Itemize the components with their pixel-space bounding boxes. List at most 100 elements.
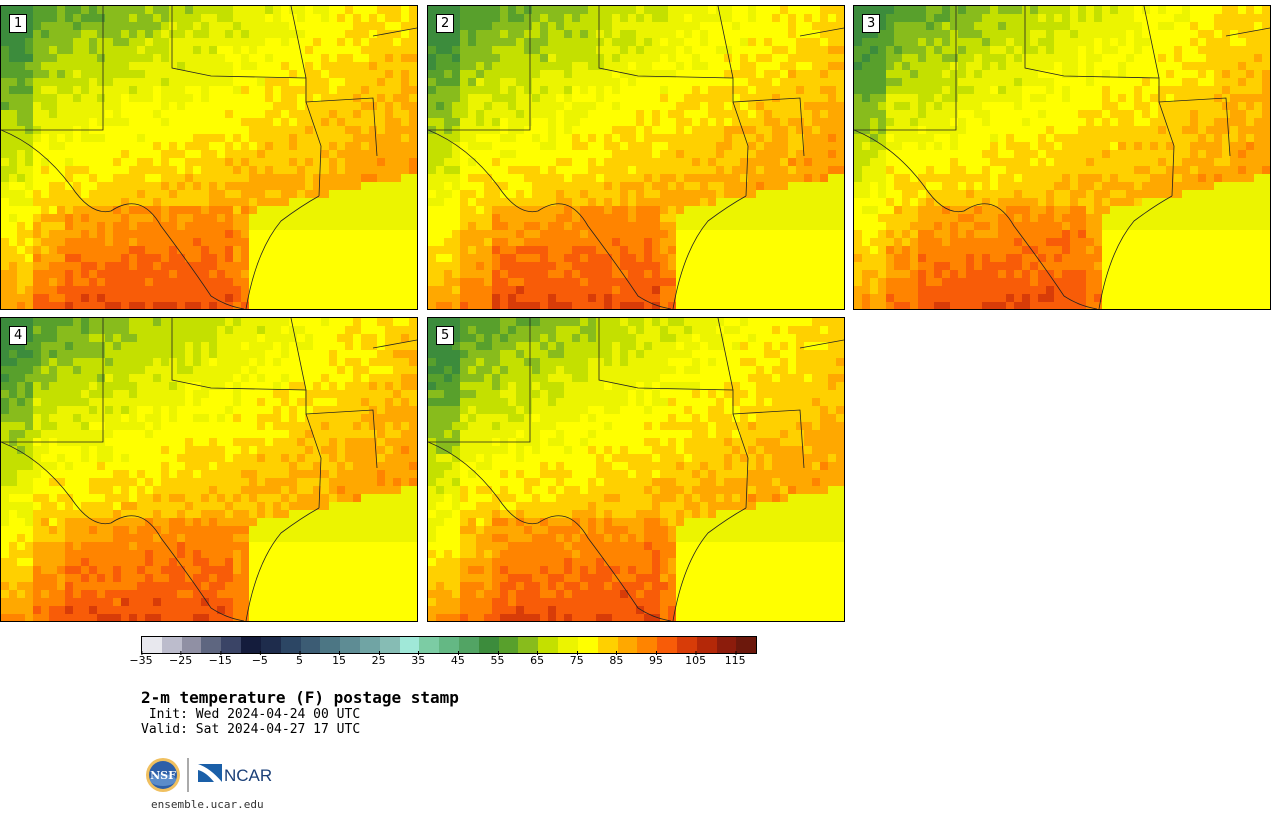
colorbar-segment	[399, 637, 420, 653]
boundary-line	[854, 129, 1098, 309]
boundary-line	[1, 6, 104, 131]
ensemble-member-map-5: 5	[427, 317, 845, 622]
temperature-field	[428, 6, 844, 309]
boundary-line	[1225, 27, 1270, 37]
boundary-line	[799, 27, 844, 37]
boundary-line	[1143, 6, 1160, 79]
colorbar-segment	[241, 637, 261, 653]
colorbar-segment	[260, 637, 281, 653]
boundary-line	[1, 129, 245, 309]
nsf-logo: NSF	[146, 758, 180, 792]
boundary-line	[1, 441, 245, 621]
member-label: 4	[9, 326, 28, 345]
colorbar-tick-label: 55	[490, 651, 505, 667]
boundary-line	[428, 441, 672, 621]
boundary-line	[290, 6, 307, 79]
member-label: 3	[862, 14, 881, 33]
colorbar-tick-label: 115	[724, 651, 746, 667]
colorbar-segment	[597, 637, 618, 653]
temperature-colorbar	[141, 636, 757, 654]
boundary-line	[672, 507, 747, 621]
colorbar-segment	[657, 637, 677, 653]
boundary-line	[1158, 101, 1175, 197]
colorbar-segment	[419, 637, 440, 653]
colorbar-segment	[142, 637, 162, 653]
colorbar-segment	[577, 637, 598, 653]
ncar-logo-text: NCAR	[224, 766, 272, 785]
colorbar-segment	[300, 637, 321, 653]
colorbar-segment	[181, 637, 202, 653]
boundary-line	[245, 507, 320, 621]
boundary-line	[372, 27, 417, 37]
boundary-line	[290, 318, 307, 391]
temperature-field	[1, 6, 417, 309]
colorbar-segment	[617, 637, 638, 653]
ensemble-member-map-4: 4	[0, 317, 418, 622]
boundary-line	[245, 195, 320, 309]
boundary-line	[732, 101, 749, 197]
colorbar-segment	[696, 637, 717, 653]
nsf-logo-text: NSF	[150, 769, 176, 782]
boundary-line	[799, 339, 844, 349]
colorbar-tick-label: −35	[129, 651, 153, 667]
colorbar-ticks: −35 −25 −15 −5 5 15 25 35 45 55 65 75 85 95 105 115	[129, 651, 755, 674]
colorbar-segment	[538, 637, 559, 653]
colorbar-segment	[498, 637, 519, 653]
boundary-line	[428, 318, 531, 443]
ncar-logo: NCAR	[198, 764, 272, 785]
colorbar-tick-label: −25	[169, 651, 193, 667]
colorbar-segment	[379, 637, 400, 653]
boundary-line	[305, 101, 322, 197]
colorbar-segment	[716, 637, 737, 653]
colorbar-segment	[736, 637, 757, 653]
colorbar-tick-label: 15	[332, 651, 347, 667]
colorbar-tick-label: 75	[569, 651, 584, 667]
colorbar-segment	[518, 637, 539, 653]
colorbar-tick-label: 25	[371, 651, 386, 667]
boundary-line	[305, 413, 322, 509]
member-label: 1	[9, 14, 28, 33]
member-label: 2	[436, 14, 455, 33]
temperature-field	[1, 318, 417, 621]
temperature-field	[854, 6, 1270, 309]
site-url: ensemble.ucar.edu	[151, 798, 264, 811]
boundary-line	[1098, 195, 1173, 309]
boundary-line	[372, 339, 417, 349]
plot-title: 2-m temperature (F) postage stamp	[141, 688, 459, 707]
boundary-line	[732, 413, 749, 509]
boundary-line	[1, 318, 104, 443]
init-time: Init: Wed 2024-04-24 00 UTC	[141, 707, 361, 722]
temperature-field	[428, 318, 844, 621]
boundary-line	[854, 6, 957, 131]
boundary-line	[717, 318, 734, 391]
ensemble-member-map-2: 2	[427, 5, 845, 310]
colorbar-segment	[637, 637, 658, 653]
colorbar-segment	[340, 637, 360, 653]
colorbar-tick-label: 65	[530, 651, 545, 667]
colorbar-segment	[558, 637, 578, 653]
colorbar-segment	[459, 637, 479, 653]
colorbar-tick-label: 105	[685, 651, 707, 667]
logos: NSF NCAR	[144, 756, 274, 794]
colorbar-tick-label: −15	[208, 651, 232, 667]
valid-time: Valid: Sat 2024-04-27 17 UTC	[141, 722, 361, 737]
ensemble-member-map-3: 3	[853, 5, 1271, 310]
colorbar-segment	[478, 637, 499, 653]
colorbar-segment	[280, 637, 301, 653]
colorbar-tick-label: 95	[648, 651, 663, 667]
colorbar-segment	[201, 637, 222, 653]
colorbar-segment	[359, 637, 380, 653]
colorbar-tick-label: 45	[450, 651, 465, 667]
colorbar-segment	[676, 637, 697, 653]
member-label: 5	[436, 326, 455, 345]
colorbar-segment	[161, 637, 182, 653]
ensemble-member-map-1: 1	[0, 5, 418, 310]
boundary-line	[672, 195, 747, 309]
boundary-line	[717, 6, 734, 79]
colorbar-tick-label: −5	[251, 651, 268, 667]
colorbar-segment	[439, 637, 459, 653]
colorbar-segment	[320, 637, 341, 653]
colorbar-tick-label: 5	[295, 651, 303, 667]
colorbar-tick-label: 85	[609, 651, 624, 667]
boundary-line	[428, 6, 531, 131]
